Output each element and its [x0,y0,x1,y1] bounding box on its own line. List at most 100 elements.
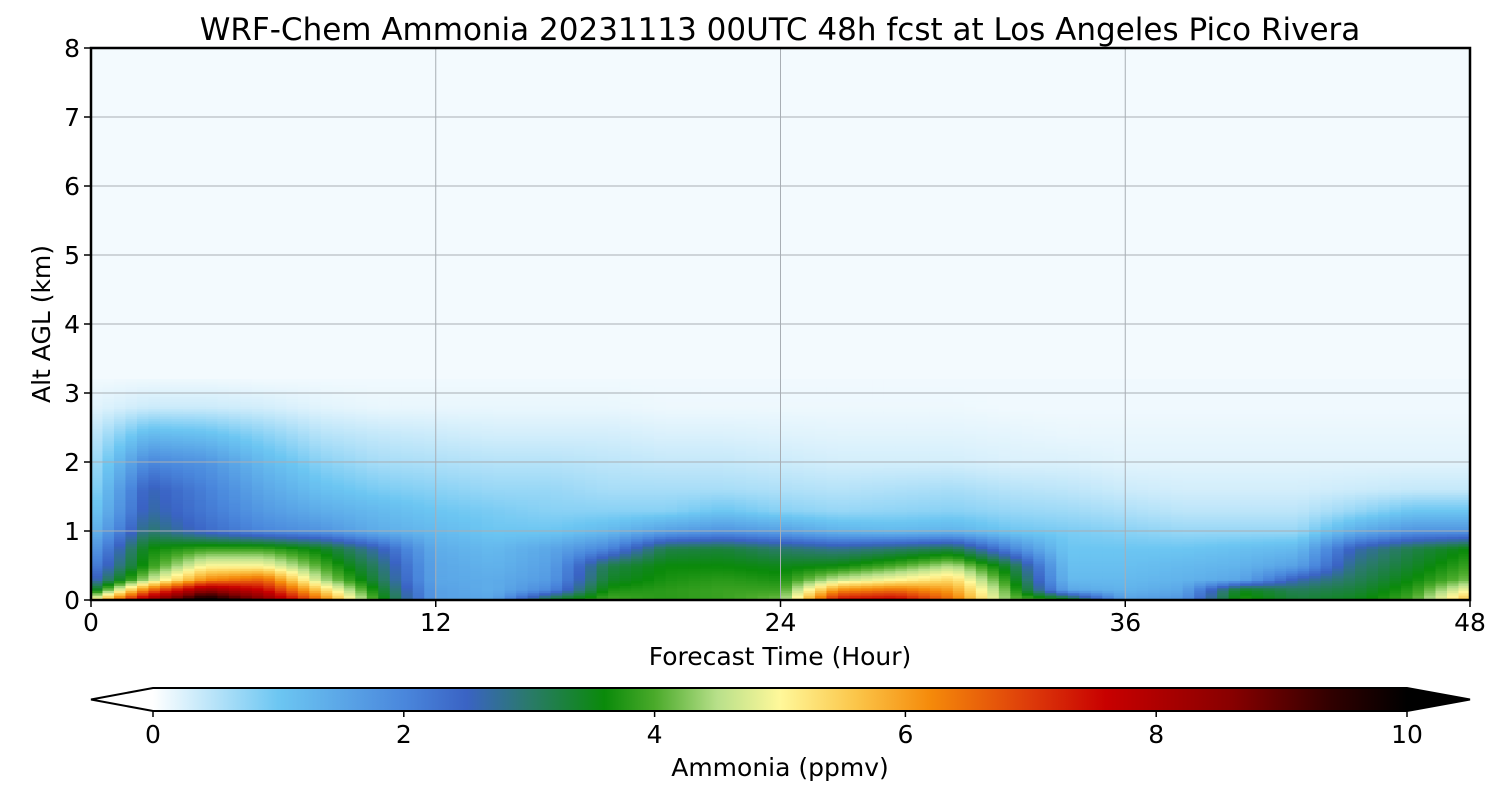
heatmap-cell [412,423,425,427]
heatmap-cell [711,543,724,547]
heatmap-cell [240,467,253,471]
heatmap-cell [366,585,379,589]
heatmap-cell [562,452,575,456]
heatmap-cell [481,496,494,501]
heatmap-cell [309,396,322,400]
heatmap-cell [665,438,678,442]
heatmap-cell [642,462,655,466]
heatmap-cell [424,420,437,424]
heatmap-cell [355,573,368,577]
heatmap-cell [447,543,460,547]
heatmap-cell [332,558,345,562]
heatmap-cell [205,555,219,559]
heatmap-cell [251,538,264,542]
heatmap-cell [309,438,322,442]
heatmap-cell [562,573,575,577]
heatmap-cell [470,416,483,420]
heatmap-cell [125,384,138,388]
heatmap-cell [91,450,104,454]
heatmap-cell [585,396,598,400]
heatmap-cell [481,541,494,545]
heatmap-cell [332,565,345,569]
heatmap-cell [504,472,517,476]
heatmap-cell [194,472,207,476]
heatmap-cell [182,595,196,599]
heatmap-cell [642,592,655,596]
heatmap-cell [562,543,575,547]
heatmap-cell [148,420,161,424]
heatmap-cell [516,484,529,488]
heatmap-cell [458,416,471,420]
heatmap-cell [194,447,207,451]
heatmap-cell [412,523,425,527]
heatmap-cell [654,499,667,503]
heatmap-cell [366,430,379,434]
heatmap-cell [251,553,264,557]
heatmap-cell [654,509,667,513]
heatmap-cell [274,568,287,572]
heatmap-cell [182,516,196,520]
heatmap-cell [688,592,701,596]
heatmap-cell [182,514,196,518]
heatmap-cell [642,381,655,385]
heatmap-cell [389,430,402,434]
heatmap-cell [573,420,586,424]
heatmap-cell [435,543,448,547]
heatmap-cell [171,582,184,586]
heatmap-cell [550,457,563,461]
heatmap-cell [401,523,414,527]
heatmap-cell [642,533,655,537]
heatmap-cell [355,582,368,586]
heatmap-cell [91,546,104,550]
heatmap-cell [378,580,391,584]
heatmap-cell [596,550,609,554]
heatmap-cell [481,585,494,589]
heatmap-cell [585,445,598,449]
heatmap-cell [424,416,437,420]
heatmap-cell [435,560,448,564]
heatmap-cell [194,496,207,501]
heatmap-cell [550,523,563,527]
heatmap-cell [113,592,127,596]
heatmap-cell [159,484,173,488]
heatmap-cell [159,435,173,439]
heatmap-cell [504,575,517,579]
heatmap-cell [435,484,448,488]
heatmap-cell [217,440,230,444]
heatmap-cell [320,565,333,569]
heatmap-cell [171,487,184,491]
heatmap-cell [677,423,690,427]
heatmap-cell [435,570,448,574]
heatmap-cell [148,523,161,527]
heatmap-cell [148,401,161,405]
heatmap-cell [401,467,414,471]
heatmap-cell [286,420,299,424]
heatmap-cell [355,474,368,478]
heatmap-cell [688,565,701,569]
heatmap-cell [481,401,494,405]
heatmap-cell [516,585,529,589]
heatmap-cell [573,528,586,532]
heatmap-cell [125,438,138,442]
heatmap-cell [286,487,299,491]
heatmap-cell [539,425,552,429]
heatmap-cell [585,550,598,554]
heatmap-cell [240,420,253,424]
heatmap-cell [481,435,494,439]
heatmap-cell [274,465,287,469]
heatmap-cell [596,469,609,474]
heatmap-cell [516,389,529,393]
heatmap-cell [240,401,253,405]
heatmap-cell [263,577,276,581]
heatmap-cell [504,516,517,520]
heatmap-cell [182,482,196,486]
heatmap-cell [125,526,138,530]
heatmap-cell [435,577,448,581]
heatmap-cell [504,484,517,488]
heatmap-cell [711,408,724,412]
heatmap-cell [688,428,701,432]
heatmap-cell [550,396,563,400]
heatmap-cell [608,477,621,481]
heatmap-cell [435,406,448,410]
heatmap-cell [654,465,667,469]
